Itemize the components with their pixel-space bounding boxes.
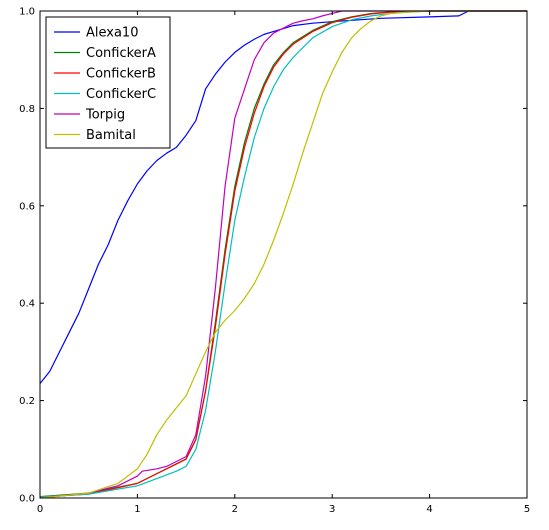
plot-frame: [39, 10, 528, 499]
x-tick-label: 3: [329, 504, 335, 515]
legend-label-bamital: Bamital: [86, 128, 136, 143]
series-line-confickerc: [39, 10, 527, 498]
legend-label-confickera: ConfickerA: [86, 46, 156, 61]
legend-label-confickerb: ConfickerB: [86, 67, 156, 82]
series-line-bamital: [39, 10, 527, 499]
series-line-torpig: [39, 10, 527, 499]
y-tick-label: 0.8: [19, 104, 35, 115]
x-tick-label: 1: [134, 504, 140, 515]
x-tick-label: 5: [524, 504, 530, 515]
legend-label-confickerc: ConfickerC: [86, 87, 156, 102]
y-tick-label: 0.0: [19, 494, 35, 505]
legend: Alexa10 ConfickerA ConfickerB ConfickerC Tor…: [45, 16, 171, 149]
y-tick-label: 0.4: [19, 299, 35, 310]
legend-label-torpig: Torpig: [85, 108, 125, 123]
legend-box: [45, 16, 171, 149]
series-layer: [39, 10, 527, 499]
y-tick-label: 0.2: [19, 396, 35, 407]
x-tick-label: 0: [37, 504, 43, 515]
series-line-confickerb: [39, 10, 527, 498]
x-tick-label: 2: [232, 504, 238, 515]
series-line-alexa10: [39, 10, 527, 384]
y-tick-label: 0.6: [19, 201, 35, 212]
y-tick-label: 1.0: [19, 7, 35, 18]
ticks-layer: 0 1 2 3 4 5 0.0 0.2 0.4 0.6 0.8 1.0: [19, 7, 530, 516]
x-tick-label: 4: [426, 504, 432, 515]
legend-label-alexa10: Alexa10: [86, 26, 138, 41]
